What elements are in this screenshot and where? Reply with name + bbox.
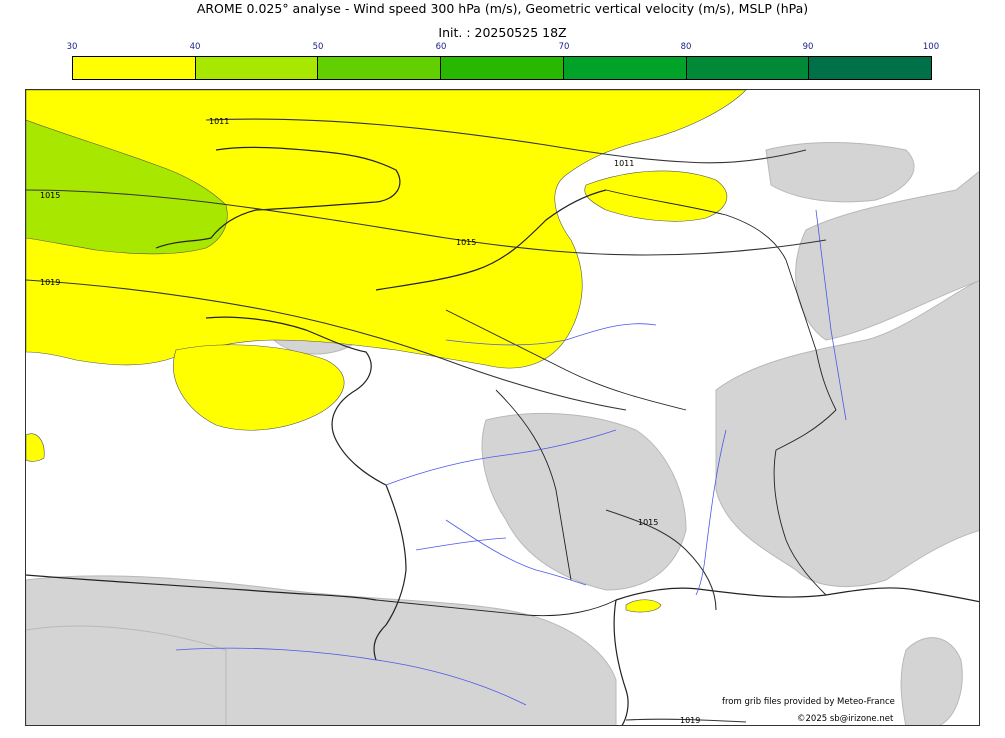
jet-yellow-main bbox=[26, 90, 747, 369]
coastline-layer bbox=[26, 146, 979, 725]
coast-spain-east bbox=[613, 599, 629, 725]
colorbar-tick-100: 100 bbox=[922, 42, 940, 52]
colorbar-tick-30: 30 bbox=[66, 42, 78, 52]
weather-map: 1011 1011 1015 1015 1015 1019 1019 bbox=[25, 89, 980, 726]
river-rhine bbox=[815, 209, 847, 421]
isobar-1015-west bbox=[26, 189, 827, 256]
borders-layer bbox=[375, 189, 837, 617]
colorbar-tick-70: 70 bbox=[558, 42, 570, 52]
map-canvas: 1011 1011 1015 1015 1015 1019 1019 bbox=[26, 90, 979, 725]
river-seine bbox=[445, 323, 657, 346]
river-ebro bbox=[175, 647, 527, 706]
river-rhone bbox=[695, 429, 727, 596]
chart-title: AROME 0.025° analyse - Wind speed 300 hP… bbox=[196, 1, 809, 16]
border-france-germany bbox=[785, 259, 837, 411]
isobar-label: 1019 bbox=[680, 716, 700, 725]
isobar-1019 bbox=[26, 279, 627, 411]
isobars-layer bbox=[26, 118, 827, 723]
jet-yellow-patch-mediterranean bbox=[625, 599, 662, 613]
colorbar-tick-50: 50 bbox=[312, 42, 324, 52]
colorbar-segment bbox=[318, 57, 442, 79]
terrain-ardennes bbox=[765, 142, 915, 203]
wind-speed-layer bbox=[26, 90, 747, 613]
isobar-1019-south bbox=[625, 718, 747, 723]
coast-uk-south bbox=[155, 146, 401, 249]
colorbar-segment bbox=[441, 57, 564, 79]
terrain-corsica bbox=[900, 637, 963, 725]
copyright-credit: ©2025 sb@irizone.net bbox=[797, 714, 894, 724]
colorbar-tick-40: 40 bbox=[189, 42, 201, 52]
isobar-1015-south bbox=[605, 509, 717, 611]
border-france-italy bbox=[773, 449, 827, 596]
colorbar-segment bbox=[809, 57, 932, 79]
jet-yellow-patch-brittany bbox=[173, 344, 345, 431]
isobar-label: 1011 bbox=[209, 117, 229, 126]
river-garonne bbox=[445, 519, 587, 586]
border-france-belgium bbox=[605, 189, 787, 261]
coast-spain-north bbox=[26, 574, 377, 601]
colorbar-tick-80: 80 bbox=[680, 42, 692, 52]
terrain-massif-central bbox=[481, 412, 687, 591]
colorbar-segment bbox=[563, 57, 687, 79]
isobar-label: 1011 bbox=[614, 159, 634, 168]
jet-yellow-patch-east bbox=[584, 170, 728, 222]
isobar-1011-north bbox=[205, 118, 807, 164]
isobar-label: 1015 bbox=[456, 238, 476, 247]
terrain-layer bbox=[26, 142, 979, 725]
colorbar bbox=[72, 56, 932, 80]
border-region-1 bbox=[445, 309, 687, 411]
isobar-label: 1019 bbox=[40, 278, 60, 287]
data-source-credit: from grib files provided by Meteo-France bbox=[722, 697, 895, 707]
coast-atlantic bbox=[373, 484, 407, 661]
isobar-labels: 1011 1011 1015 1015 1015 1019 1019 bbox=[40, 117, 700, 725]
terrain-alps bbox=[715, 280, 979, 588]
border-france-switzerland bbox=[775, 409, 837, 451]
rivers-layer bbox=[175, 209, 847, 706]
coast-france-north bbox=[375, 189, 607, 291]
init-time: Init. : 20250525 18Z bbox=[438, 25, 567, 40]
river-dordogne bbox=[415, 537, 507, 551]
coast-normandy-brittany bbox=[205, 316, 387, 486]
colorbar-segment bbox=[686, 57, 810, 79]
jet-yellow-patch-west bbox=[26, 433, 45, 462]
border-france-spain bbox=[375, 599, 617, 617]
terrain-iberia bbox=[26, 625, 227, 725]
isobar-label: 1015 bbox=[638, 518, 658, 527]
jet-green-core bbox=[26, 119, 228, 255]
isobar-label: 1015 bbox=[40, 191, 60, 200]
border-region-2 bbox=[495, 389, 572, 581]
river-loire bbox=[385, 429, 617, 486]
colorbar-segment bbox=[73, 57, 196, 79]
colorbar-tick-60: 60 bbox=[435, 42, 447, 52]
coast-mediterranean bbox=[615, 587, 979, 603]
colorbar-tick-90: 90 bbox=[802, 42, 814, 52]
colorbar-segment bbox=[195, 57, 319, 79]
